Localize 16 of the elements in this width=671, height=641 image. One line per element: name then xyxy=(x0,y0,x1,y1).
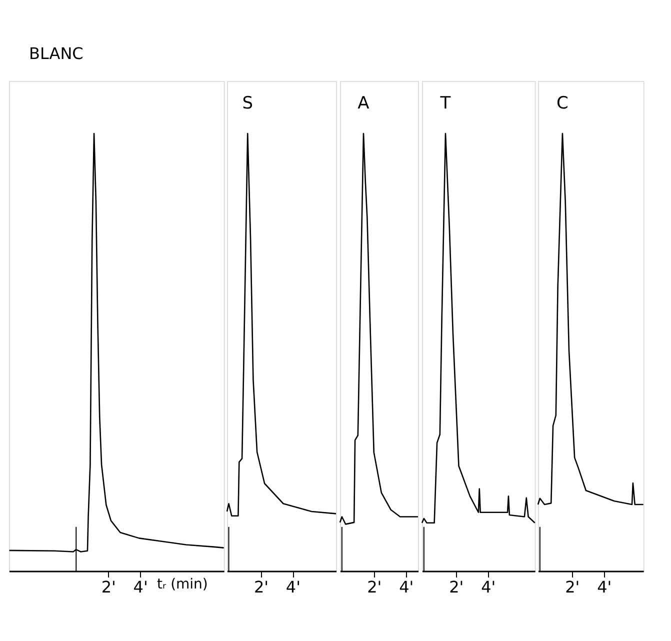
x-tick-label: 4' xyxy=(286,578,300,596)
x-tick-label: 4' xyxy=(133,578,148,596)
annotation: C xyxy=(556,94,568,114)
x-tick-label: 2' xyxy=(565,578,580,596)
x-tick-label: 2' xyxy=(367,578,382,596)
x-tick-label: 2' xyxy=(101,578,116,596)
x-tick-label: 2' xyxy=(254,578,269,596)
annotation: S xyxy=(242,94,254,114)
annotation: A xyxy=(358,94,370,114)
x-tick-label: 2' xyxy=(449,578,464,596)
annotation: T xyxy=(439,94,452,114)
x-tick-label: 4' xyxy=(399,578,414,596)
x-axis-title: tᵣ (min) xyxy=(156,576,208,592)
text: BLANC xyxy=(29,44,84,63)
x-tick-label: 4' xyxy=(481,578,496,596)
x-tick-label: 4' xyxy=(597,578,612,596)
